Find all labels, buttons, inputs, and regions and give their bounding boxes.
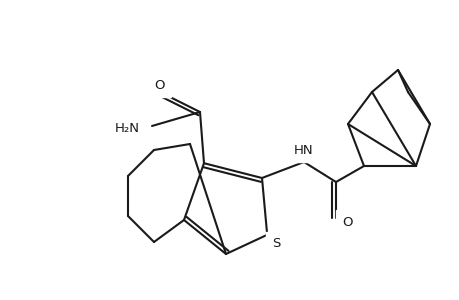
- Text: O: O: [154, 79, 165, 92]
- Text: O: O: [341, 215, 352, 229]
- Text: HN: HN: [294, 143, 313, 157]
- Text: H₂N: H₂N: [115, 122, 140, 134]
- Text: S: S: [271, 237, 280, 250]
